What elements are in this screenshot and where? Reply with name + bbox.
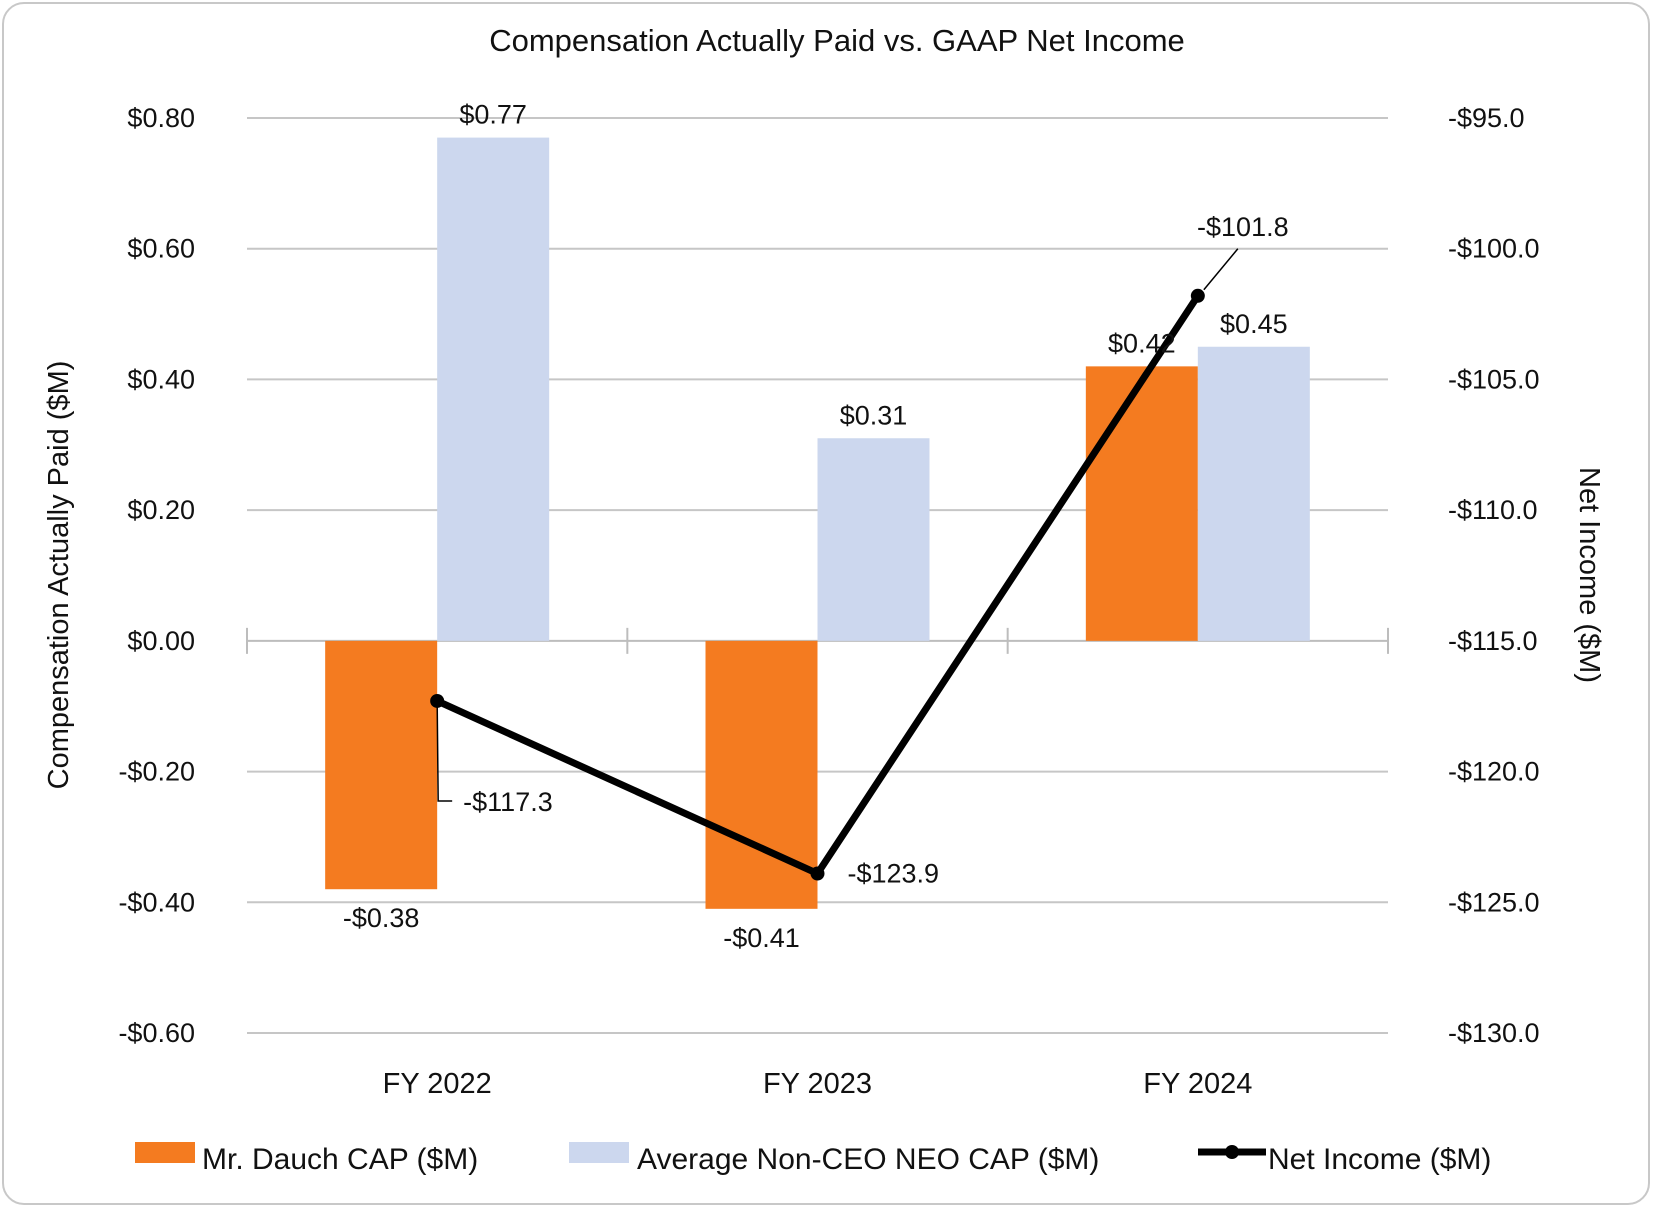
left-tick-label: $0.00 (127, 626, 195, 656)
bar-data-label: $0.45 (1220, 309, 1288, 339)
leader-line (1203, 248, 1239, 291)
bar-data-label: $0.77 (459, 100, 527, 130)
left-axis-label: Compensation Actually Paid ($M) (43, 361, 75, 790)
bar-data-label: $0.31 (840, 400, 908, 430)
data-labels: -$0.38 -$0.41 $0.42 $0.77 $0.31 $0.45 -$117.3 -… (343, 100, 1289, 953)
right-axis-label: Net Income ($M) (1573, 467, 1605, 683)
legend-label-net-income: Net Income ($M) (1268, 1143, 1491, 1176)
chart-title: Compensation Actually Paid vs. GAAP Net … (489, 23, 1185, 58)
left-tick-label: $0.20 (127, 495, 195, 525)
left-tick-label: -$0.60 (118, 1018, 195, 1048)
bars (325, 137, 1310, 909)
bar (1085, 366, 1198, 641)
right-tick-label: -$115.0 (1448, 626, 1538, 656)
right-tick-label: -$95.0 (1448, 103, 1525, 133)
bar (817, 438, 930, 641)
leader-lines (436, 248, 1239, 802)
line-marker (1190, 288, 1205, 303)
left-axis-ticks: $0.80 $0.60 $0.40 $0.20 $0.00 -$0.20 -$0.40 -$0… (118, 103, 195, 1048)
legend-swatch-neo (569, 1142, 629, 1163)
net-income-line (430, 288, 1205, 881)
right-tick-label: -$110.0 (1448, 495, 1538, 525)
line-data-label: -$117.3 (463, 787, 553, 817)
right-tick-label: -$100.0 (1448, 234, 1540, 264)
right-axis-ticks: -$95.0 -$100.0 -$105.0 -$110.0 -$115.0 -$120.… (1448, 103, 1540, 1048)
left-tick-label: -$0.40 (118, 887, 195, 917)
bar-data-label: $0.42 (1108, 328, 1176, 358)
line-marker (430, 693, 445, 708)
right-tick-label: -$130.0 (1448, 1018, 1540, 1048)
line-data-label: -$101.8 (1197, 212, 1289, 242)
category-labels: FY 2022 FY 2023 FY 2024 (383, 1068, 1253, 1100)
legend-marker-net-income (1225, 1145, 1239, 1159)
bar-data-label: -$0.41 (723, 923, 800, 953)
left-tick-label: $0.60 (127, 234, 195, 264)
legend-label-neo: Average Non-CEO NEO CAP ($M) (637, 1143, 1099, 1176)
legend: Mr. Dauch CAP ($M) Average Non-CEO NEO CA… (135, 1142, 1491, 1176)
category-label: FY 2023 (763, 1068, 872, 1100)
right-tick-label: -$125.0 (1448, 887, 1540, 917)
left-tick-label: $0.80 (127, 103, 195, 133)
category-label: FY 2022 (383, 1068, 492, 1100)
bar (1197, 346, 1310, 641)
bar (437, 137, 550, 641)
line-marker (810, 866, 825, 881)
right-tick-label: -$105.0 (1448, 364, 1540, 394)
left-tick-label: -$0.20 (118, 757, 195, 787)
right-tick-label: -$120.0 (1448, 757, 1540, 787)
left-tick-label: $0.40 (127, 364, 195, 394)
bar-data-label: -$0.38 (343, 903, 420, 933)
bar (325, 640, 438, 890)
legend-label-ceo: Mr. Dauch CAP ($M) (202, 1143, 478, 1176)
legend-swatch-ceo (135, 1142, 195, 1163)
category-label: FY 2024 (1143, 1068, 1252, 1100)
line-data-label: -$123.9 (848, 859, 940, 889)
leader-line (436, 700, 453, 802)
